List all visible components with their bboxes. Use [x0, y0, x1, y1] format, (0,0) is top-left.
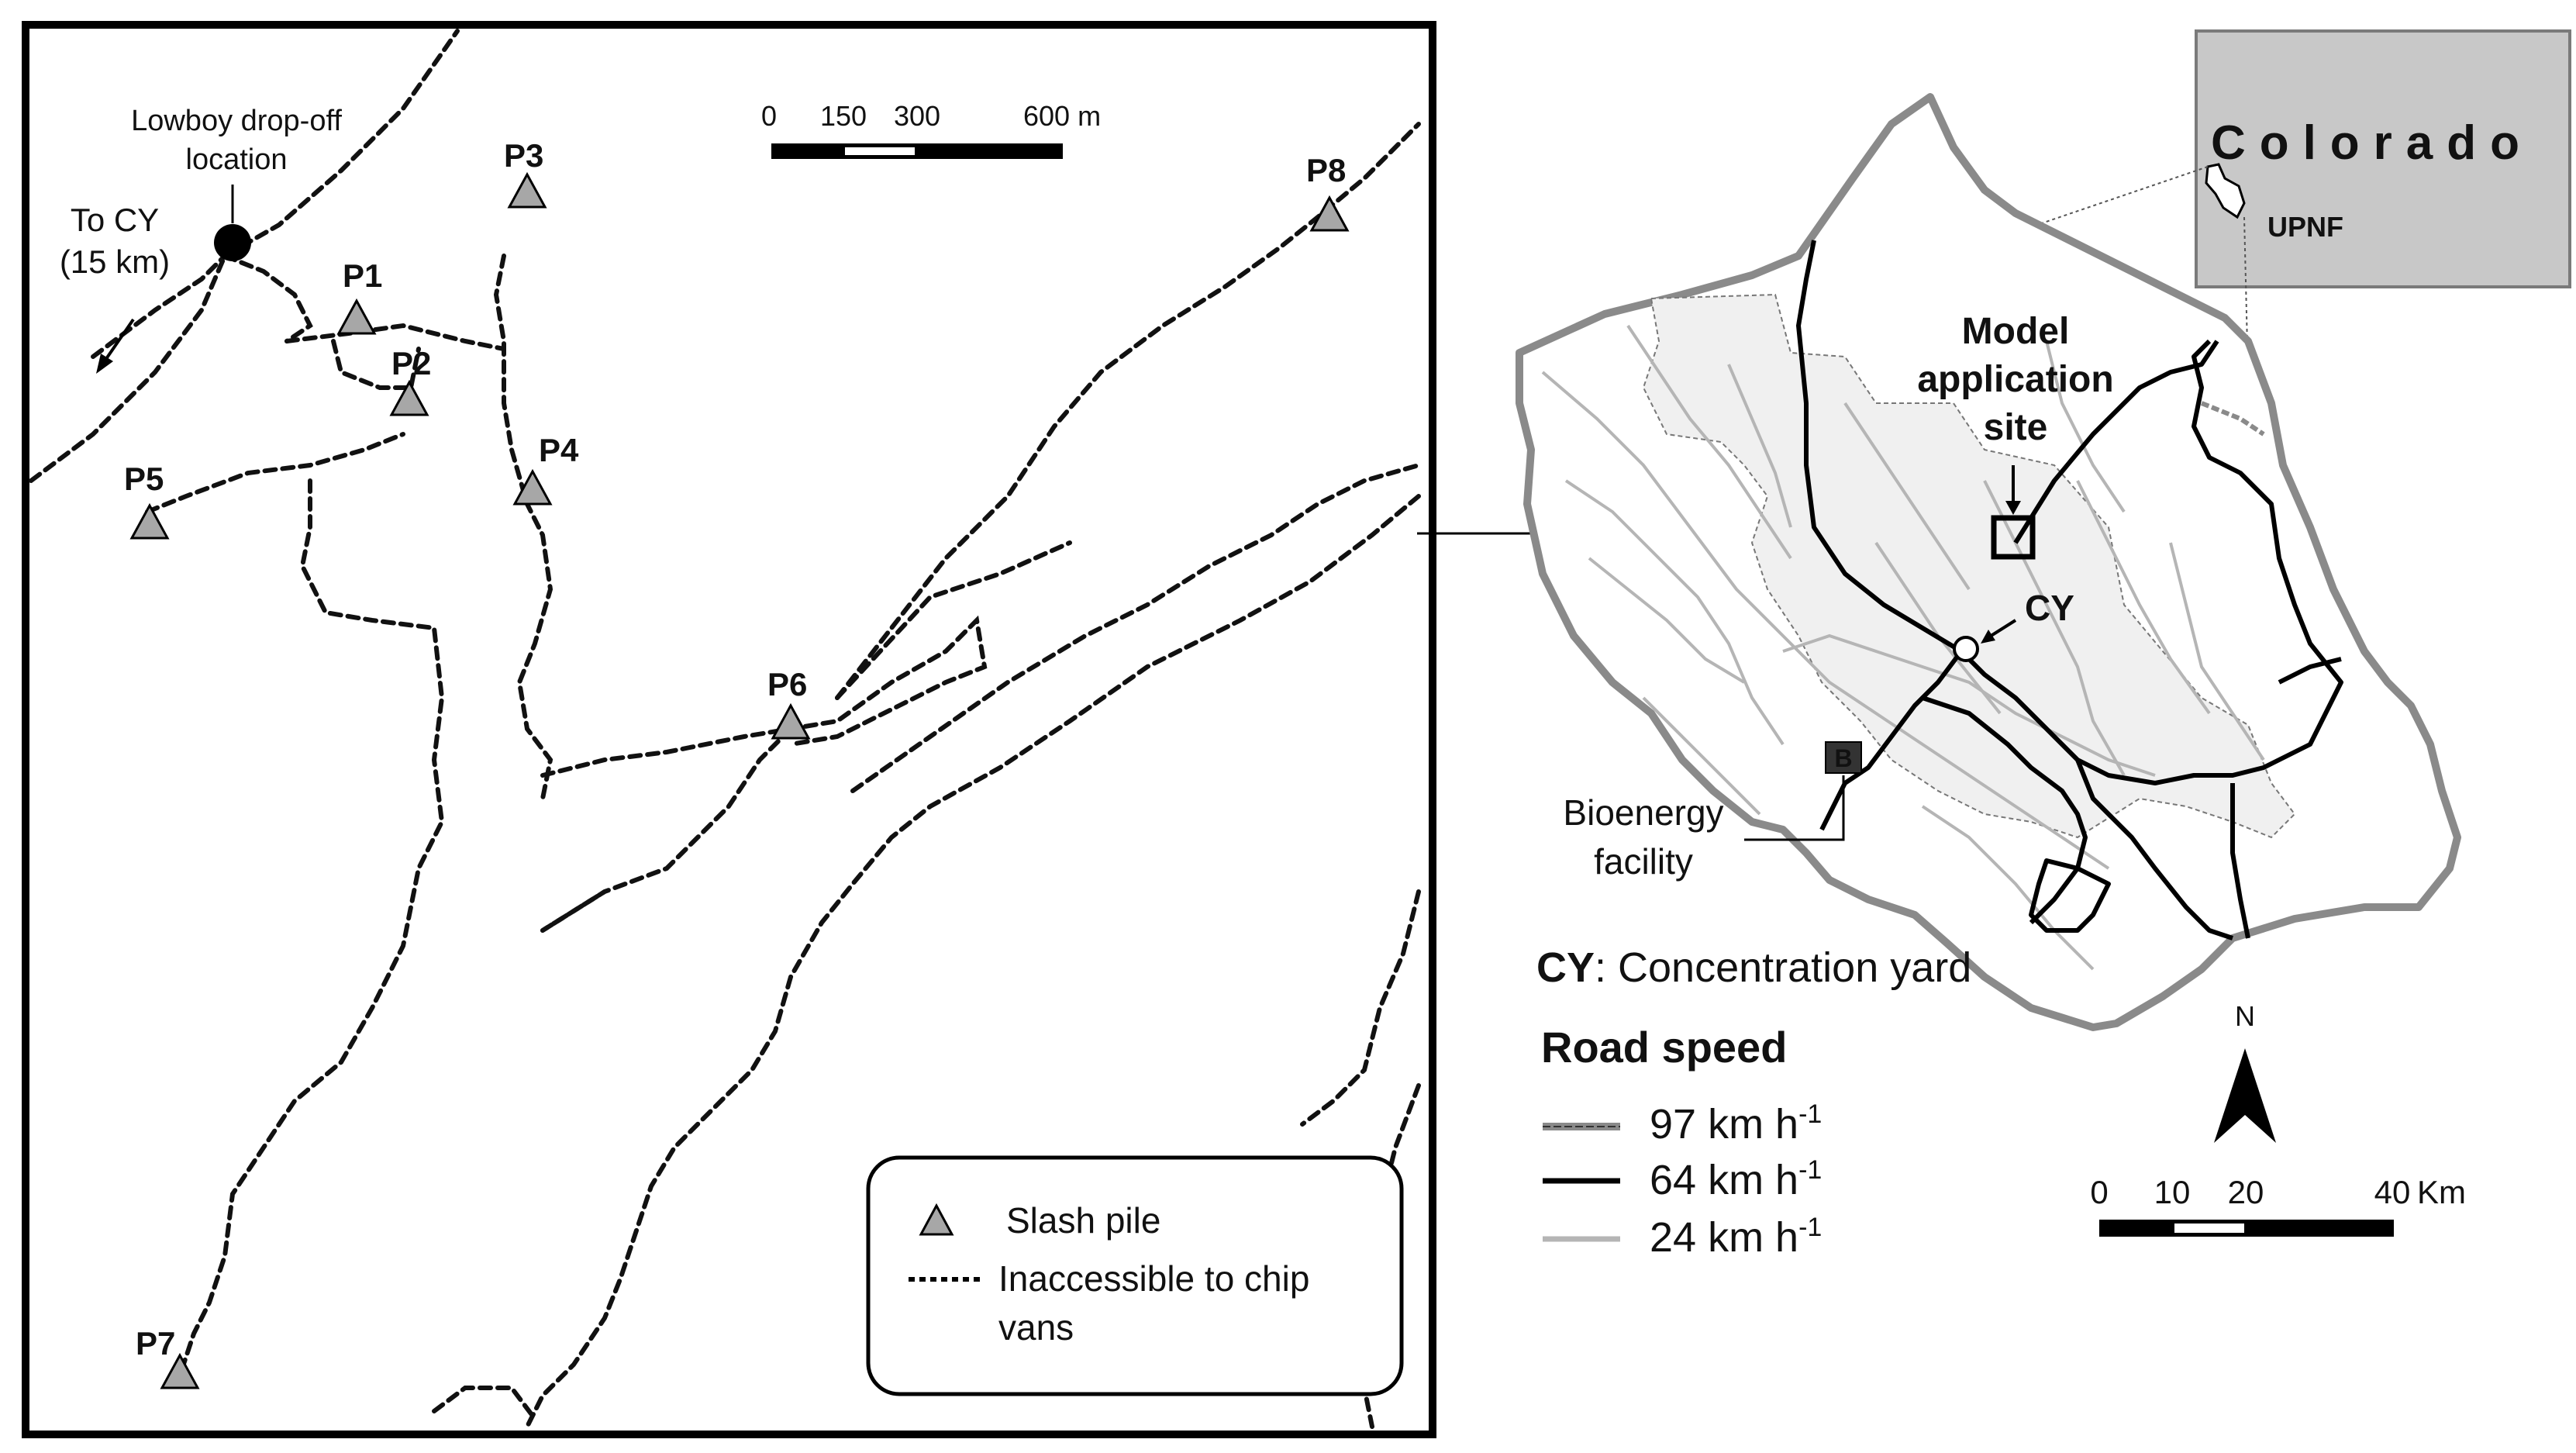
model-site-label-line2: application — [1917, 359, 2113, 400]
overview-scale-0: 0 — [2090, 1174, 2108, 1210]
concentration-yard-marker — [1953, 636, 1979, 662]
cy-label: CY — [2025, 588, 2074, 628]
detail-scale-bar: 0 150 300 600 m — [761, 100, 1101, 159]
inaccessible-roads — [29, 29, 1421, 1429]
road-speed-24-exp: -1 — [1798, 1213, 1822, 1242]
legend-inaccessible-line1: Inaccessible to chip — [998, 1258, 1309, 1299]
detail-legend: Slash pile Inaccessible to chip vans — [866, 1155, 1404, 1396]
overview-scale-bar: 0 10 20 40 Km — [2090, 1174, 2466, 1237]
pile-label-p2: P2 — [391, 345, 431, 381]
pile-label-p5: P5 — [124, 461, 164, 497]
slash-pile-p3 — [507, 171, 547, 209]
bioenergy-label-line1: Bioenergy — [1563, 792, 1723, 833]
lowboy-label-line1: Lowboy drop-off — [131, 105, 342, 137]
colorado-label: Colorado — [2211, 116, 2533, 170]
pile-label-p4: P4 — [539, 432, 579, 468]
road-speed-24-value: 24 km h — [1650, 1214, 1798, 1261]
road-speed-legend: 97 km h-1 64 km h-1 24 km h-1 — [1543, 1099, 1822, 1261]
road-speed-97-value: 97 km h — [1650, 1101, 1798, 1148]
roads-64 — [1796, 240, 2343, 940]
pile-label-p1: P1 — [343, 257, 382, 294]
slash-pile-p7 — [160, 1352, 200, 1389]
bioenergy-facility-marker — [1825, 741, 1862, 774]
model-site-arrow — [2005, 465, 2021, 515]
lowboy-dropoff-marker — [214, 224, 251, 261]
slash-piles — [129, 171, 1350, 1389]
to-cy-label-line2: (15 km) — [60, 243, 170, 280]
bioenergy-leader-line — [1744, 775, 1845, 841]
slash-pile-p8 — [1309, 195, 1350, 232]
bioenergy-label-line2: facility — [1594, 841, 1693, 882]
overview-scale-40: 40 — [2374, 1174, 2411, 1210]
cy-arrow — [1981, 619, 2017, 644]
inset-leader-1 — [1813, 166, 2209, 302]
to-cy-label-line1: To CY — [71, 202, 159, 238]
detail-scale-0: 0 — [761, 100, 777, 132]
road-speed-97-exp: -1 — [1798, 1099, 1822, 1129]
legend-slash-pile-label: Slash pile — [1006, 1200, 1160, 1241]
slash-pile-p4 — [512, 468, 553, 506]
bioenergy-facility-marker-letter: B — [1834, 744, 1852, 772]
to-cy-arrow — [96, 318, 135, 374]
road-speed-24-label: 24 km h-1 — [1650, 1213, 1822, 1261]
slash-pile-p6 — [771, 702, 811, 740]
road-speed-64-value: 64 km h — [1650, 1157, 1798, 1203]
model-site-box — [1991, 515, 2036, 560]
pile-label-p7: P7 — [136, 1325, 175, 1362]
pile-label-p8: P8 — [1306, 152, 1346, 188]
road-speed-64-exp: -1 — [1798, 1155, 1822, 1185]
lowboy-label-line2: location — [186, 143, 288, 176]
model-site-label-line1: Model — [1962, 311, 2070, 352]
north-arrow-icon — [2214, 1048, 2276, 1143]
slash-pile-p1 — [336, 298, 377, 335]
overview-map: Colorado UPNF — [1516, 29, 2571, 1261]
model-site-label-line3: site — [1984, 407, 2048, 448]
detail-scale-150: 150 — [820, 100, 867, 132]
road-speed-97-label: 97 km h-1 — [1650, 1099, 1822, 1148]
pile-label-p3: P3 — [504, 137, 543, 174]
upnf-inset-shape — [2205, 163, 2246, 219]
pile-label-p6: P6 — [767, 666, 807, 702]
colorado-inset — [2195, 29, 2571, 288]
cy-definition-abbr: CY — [1536, 944, 1595, 991]
north-arrow-label: N — [2235, 1000, 2255, 1032]
road-speed-64-label: 64 km h-1 — [1650, 1155, 1822, 1203]
slash-pile-p5 — [129, 502, 170, 540]
road-97-segment — [2200, 401, 2265, 437]
cy-definition: CY: Concentration yard — [1536, 944, 1971, 991]
legend-inaccessible-line2: vans — [998, 1307, 1074, 1348]
overview-scale-20: 20 — [2228, 1174, 2264, 1210]
slash-pile-p2 — [389, 379, 429, 416]
overview-scale-10: 10 — [2154, 1174, 2191, 1210]
north-arrow: N — [2214, 1000, 2276, 1143]
detail-map: Lowboy drop-off location To CY (15 km) P… — [22, 21, 1436, 1438]
detail-scale-300: 300 — [894, 100, 940, 132]
overview-scale-unit: Km — [2417, 1174, 2466, 1210]
cy-definition-text: : Concentration yard — [1595, 944, 1971, 991]
detail-scale-600: 600 m — [1023, 100, 1101, 132]
upnf-label: UPNF — [2267, 211, 2343, 243]
legend-slash-pile-icon — [919, 1203, 954, 1236]
road-speed-title: Road speed — [1541, 1023, 1787, 1072]
